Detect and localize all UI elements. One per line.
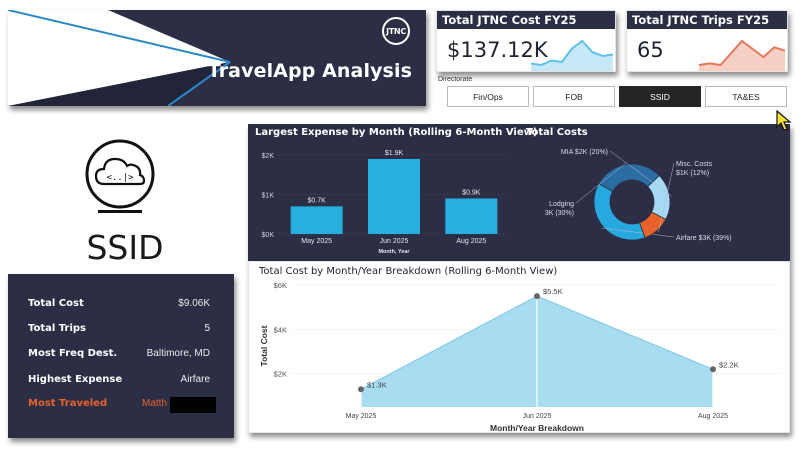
total-costs-donut-chart: Airfare $3K (39%) Lodging 3K (30%) MIA $2K … — [545, 149, 732, 242]
data-point — [710, 366, 716, 373]
slicer-option-taes[interactable]: TA&ES — [705, 86, 787, 107]
slice-leader-line — [609, 150, 672, 197]
area-chart-title: Total Cost by Month/Year Breakdown (Roll… — [259, 266, 558, 277]
sparkline-line — [531, 39, 613, 67]
trips-sparkline — [699, 39, 785, 71]
slice-leader-line — [601, 227, 675, 238]
x-tick-label: Jun 2025 — [523, 413, 552, 420]
x-tick-label: May 2025 — [346, 413, 377, 420]
jtnc-logo: JTNC — [382, 17, 410, 45]
data-label: $1.3K — [367, 380, 387, 389]
slice-label: Misc. Costs — [676, 161, 713, 168]
svg-text:<..|>: <..|> — [106, 173, 134, 183]
data-point — [358, 386, 364, 393]
data-label: $2.2K — [719, 360, 739, 369]
cloud-code-icon: <..|> — [84, 138, 156, 216]
bar-data-label: $0.7K — [308, 197, 327, 204]
x-tick-label: May 2025 — [301, 238, 332, 245]
bar-data-label: $1.9K — [385, 150, 404, 157]
sparkline-area — [531, 41, 613, 71]
summary-key: Most Traveled — [28, 398, 108, 409]
mouse-cursor-icon — [776, 110, 792, 131]
slice-label: $1K (12%) — [676, 170, 709, 177]
largest-expense-bar-chart: $2K $1K $0K $0.7K May 2025 $1.9K Jun 2025 $0.9K… — [262, 150, 510, 255]
slicer-option-finops[interactable]: Fin/Ops — [447, 86, 529, 107]
slice-label: 3K (30%) — [545, 210, 574, 217]
summary-key: Most Freq Dest. — [28, 348, 118, 359]
y-tick-label: $1K — [262, 193, 275, 200]
kpi-label: Total JTNC Cost FY25 — [437, 11, 615, 29]
summary-key: Total Cost — [28, 298, 84, 309]
summary-row-highest-expense: Highest Expense Airfare — [28, 374, 210, 388]
x-tick-label: Aug 2025 — [698, 413, 728, 420]
bar-jun-2025 — [368, 158, 420, 234]
summary-value: $9.06K — [178, 298, 210, 309]
slice-leader-line — [575, 162, 627, 204]
summary-key: Total Trips — [28, 323, 86, 334]
header-decoration — [8, 10, 231, 106]
x-tick-label: Aug 2025 — [456, 238, 486, 245]
slice-label: Airfare $3K (39%) — [676, 235, 732, 242]
bar-may-2025 — [290, 206, 343, 234]
x-axis-label: Month/Year Breakdown — [490, 423, 584, 433]
slice-airfare — [593, 183, 646, 241]
bar-aug-2025 — [445, 198, 498, 234]
slicer-option-fob[interactable]: FOB — [533, 86, 615, 107]
slicer-option-ssid[interactable]: SSID — [619, 86, 701, 107]
y-tick-label: $0K — [262, 232, 275, 239]
slice-misc-costs — [639, 211, 667, 239]
kpi-label: Total JTNC Trips FY25 — [627, 11, 787, 29]
sparkline-line — [699, 39, 785, 67]
data-point — [534, 293, 540, 300]
summary-row-total-cost: Total Cost $9.06K — [28, 298, 210, 312]
donut-chart-title: Total Costs — [526, 127, 588, 138]
slice-label: MIA $2K (20%) — [561, 149, 608, 156]
kpi-value: 65 — [637, 38, 664, 62]
slice-leader-line — [658, 162, 675, 233]
kpi-card-total-cost: Total JTNC Cost FY25 $137.12K — [436, 10, 616, 72]
header-banner: JTNC TravelApp Analysis — [8, 10, 426, 106]
summary-value: Baltimore, MD — [146, 348, 210, 359]
bar-data-label: $0.9K — [462, 189, 481, 196]
cost-breakdown-panel: Total Cost by Month/Year Breakdown (Roll… — [248, 261, 790, 433]
y-tick-label: $6K — [274, 281, 287, 290]
directorate-title: SSID — [86, 228, 164, 267]
summary-row-most-freq-dest: Most Freq Dest. Baltimore, MD — [28, 348, 210, 362]
cost-sparkline — [531, 39, 613, 71]
summary-card: Total Cost $9.06K Total Trips 5 Most Fre… — [8, 274, 234, 438]
page-title: TravelApp Analysis — [207, 60, 412, 82]
directorate-label: Directorate — [438, 76, 473, 83]
expense-costs-panel: Largest Expense by Month (Rolling 6-Mont… — [248, 124, 790, 261]
slice-label: Lodging — [549, 201, 574, 208]
redaction-box — [170, 397, 216, 413]
x-tick-label: Jun 2025 — [380, 238, 409, 245]
summary-key: Highest Expense — [28, 374, 123, 385]
bar-chart-title: Largest Expense by Month (Rolling 6-Mont… — [255, 127, 538, 138]
kpi-card-total-trips: Total JTNC Trips FY25 65 — [626, 10, 788, 72]
summary-value: 5 — [204, 323, 210, 334]
cost-breakdown-area-chart: $6K $4K $2K $1.3K May 2025 $5.5K Jun 2025 $2.2K… — [259, 281, 781, 433]
summary-value: Airfare — [180, 374, 210, 385]
y-axis-label: Total Cost — [259, 325, 269, 366]
kpi-value: $137.12K — [447, 38, 548, 62]
data-label: $5.5K — [543, 287, 563, 296]
summary-row-most-traveled: Most Traveled Matth — [28, 398, 210, 412]
x-axis-label: Month, Year — [378, 249, 410, 255]
summary-value: Matth — [142, 398, 168, 409]
sparkline-area — [699, 41, 785, 71]
y-tick-label: $2K — [274, 370, 287, 379]
summary-row-total-trips: Total Trips 5 — [28, 323, 210, 337]
y-tick-label: $4K — [274, 325, 287, 334]
y-tick-label: $2K — [262, 153, 275, 160]
